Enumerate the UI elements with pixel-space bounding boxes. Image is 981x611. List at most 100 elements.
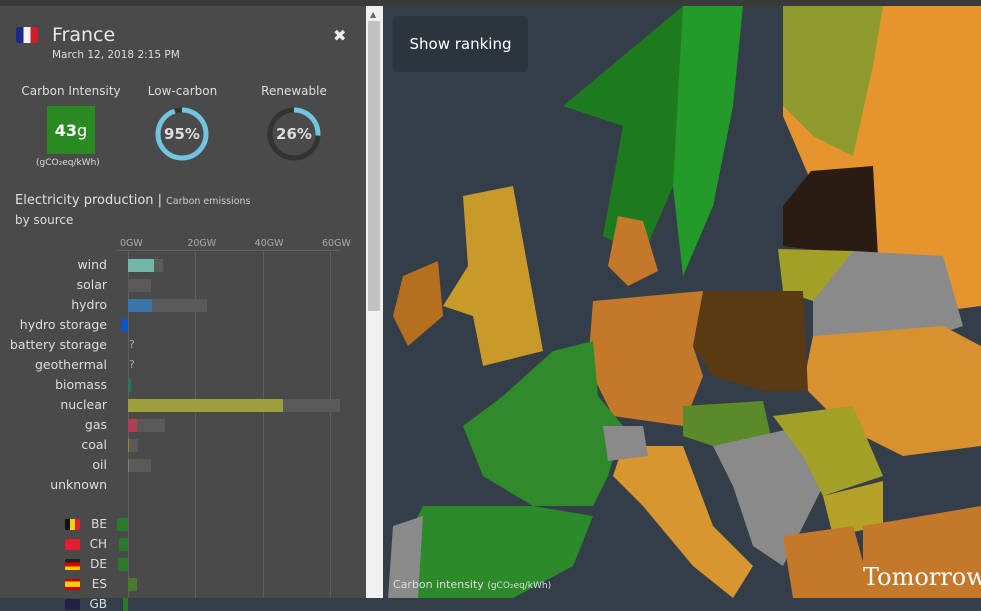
low-carbon-value: 95% xyxy=(164,125,200,143)
map-shapes xyxy=(388,6,981,598)
panel-scrollbar[interactable]: ▲ xyxy=(366,6,383,598)
category-label: hydro storage xyxy=(19,317,107,332)
production-bar-hydro-storage xyxy=(121,319,128,332)
production-bar-coal xyxy=(128,439,129,452)
country-name: France xyxy=(52,24,116,46)
austria-region[interactable] xyxy=(683,401,773,446)
turkey-region[interactable] xyxy=(863,506,981,598)
axis-tick-label: 60GW xyxy=(322,238,351,249)
germany-region[interactable] xyxy=(588,291,703,426)
flag-be-icon xyxy=(65,519,80,530)
map-legend: Carbon intensity (gCO₂eq/kWh) xyxy=(393,578,551,591)
renewable-gauge: 26% xyxy=(266,106,322,162)
gridline xyxy=(195,251,197,598)
section-subtitle: by source xyxy=(15,213,74,227)
show-ranking-button[interactable]: Show ranking xyxy=(393,16,528,72)
production-bar-gas xyxy=(128,419,138,432)
flag-de-icon xyxy=(65,559,80,570)
exchange-bar-es xyxy=(128,578,138,591)
france-region[interactable] xyxy=(463,341,623,506)
renewable-label: Renewable xyxy=(261,84,327,98)
section-title: Electricity production | Carbon emission… xyxy=(15,193,251,208)
category-label: gas xyxy=(84,417,107,432)
low-carbon-gauge: 95% xyxy=(154,106,210,162)
denmark-region[interactable] xyxy=(608,216,658,286)
scroll-up-icon[interactable]: ▲ xyxy=(370,10,377,19)
capacity-bar xyxy=(128,279,151,292)
production-tab[interactable]: Electricity production xyxy=(15,193,154,208)
france-flag-icon xyxy=(16,27,38,43)
scrollbar-thumb[interactable] xyxy=(368,21,380,311)
italy-region[interactable] xyxy=(613,446,753,598)
category-label: biomass xyxy=(55,377,107,392)
sweden-region[interactable] xyxy=(663,6,743,276)
portugal-region[interactable] xyxy=(388,516,423,598)
category-label: battery storage xyxy=(9,337,107,352)
low-carbon-label: Low-carbon xyxy=(147,84,218,98)
unknown-marker: ? xyxy=(129,358,135,371)
production-chart: 0GW 20GW 40GW 60GW wind solar hydro hydro stora… xyxy=(0,231,366,611)
ireland-region[interactable] xyxy=(393,261,443,346)
switzerland-region[interactable] xyxy=(603,426,648,461)
romania-region[interactable] xyxy=(773,406,883,496)
category-label: geothermal xyxy=(34,357,107,372)
axis-tick-label: 0GW xyxy=(120,238,143,249)
ci-unit: (gCO₂eq/kWh) xyxy=(36,158,100,168)
gridline xyxy=(262,251,264,598)
exchange-country-code: ES xyxy=(91,577,107,591)
production-bar-nuclear xyxy=(128,399,283,412)
balkans-region[interactable] xyxy=(713,426,823,566)
europe-map[interactable]: Show ranking Carbon intensity (gCO₂eq/kW… xyxy=(383,6,981,598)
legend-unit: (gCO₂eq/kWh) xyxy=(487,581,552,591)
gridline xyxy=(330,251,331,598)
emissions-tab[interactable]: Carbon emissions xyxy=(166,196,251,207)
production-bar-biomass xyxy=(128,379,132,392)
axis-tick-label: 40GW xyxy=(254,238,284,249)
flag-ch-icon xyxy=(65,539,80,550)
production-bar-hydro xyxy=(128,299,152,312)
capacity-bar xyxy=(128,459,151,472)
ci-unit-suffix: g xyxy=(77,120,88,140)
renewable-value: 26% xyxy=(276,125,312,143)
tomorrow-logo: Tomorrow xyxy=(863,563,981,591)
carbon-intensity-label: Carbon Intensity xyxy=(21,84,121,98)
great-britain-region[interactable] xyxy=(443,186,543,366)
exchange-bar-ch xyxy=(118,538,128,551)
category-label: coal xyxy=(81,437,107,452)
exchange-bar-be xyxy=(116,518,128,531)
belarus-region[interactable] xyxy=(813,251,963,346)
production-bar-oil xyxy=(128,459,129,472)
finland-region[interactable] xyxy=(783,6,883,156)
category-label: nuclear xyxy=(60,397,107,412)
carbon-intensity-value: 43 g xyxy=(47,106,95,154)
production-bar-wind xyxy=(128,259,154,272)
exchange-country-code: DE xyxy=(90,557,107,571)
flag-gb-icon xyxy=(65,599,80,610)
flag-es-icon xyxy=(65,579,80,590)
close-icon[interactable]: ✖ xyxy=(333,26,347,45)
category-label: oil xyxy=(92,457,107,472)
norway-region[interactable] xyxy=(563,6,683,256)
category-label: hydro xyxy=(71,297,107,312)
category-label: unknown xyxy=(50,477,107,492)
legend-label: Carbon intensity xyxy=(393,578,484,591)
poland-region[interactable] xyxy=(693,291,808,391)
baltics-region[interactable] xyxy=(783,166,878,256)
country-panel: France March 12, 2018 2:15 PM ✖ Carbon I… xyxy=(0,6,366,611)
ci-number: 43 xyxy=(54,120,78,140)
exchange-country-code: CH xyxy=(89,537,107,551)
axis-tick-label: 20GW xyxy=(187,238,217,249)
exchange-bar-de xyxy=(117,558,128,571)
unknown-marker: ? xyxy=(129,338,135,351)
category-label: solar xyxy=(76,277,107,292)
category-label: wind xyxy=(77,257,107,272)
capacity-bar xyxy=(128,439,139,452)
greece-region[interactable] xyxy=(783,526,873,598)
top-bar xyxy=(0,0,981,6)
datetime: March 12, 2018 2:15 PM xyxy=(52,49,180,61)
exchange-bar-gb xyxy=(122,598,128,611)
axis-line xyxy=(117,250,340,251)
capacity-bar xyxy=(128,419,166,432)
spain-region[interactable] xyxy=(403,506,593,598)
bulgaria-region[interactable] xyxy=(823,481,883,536)
